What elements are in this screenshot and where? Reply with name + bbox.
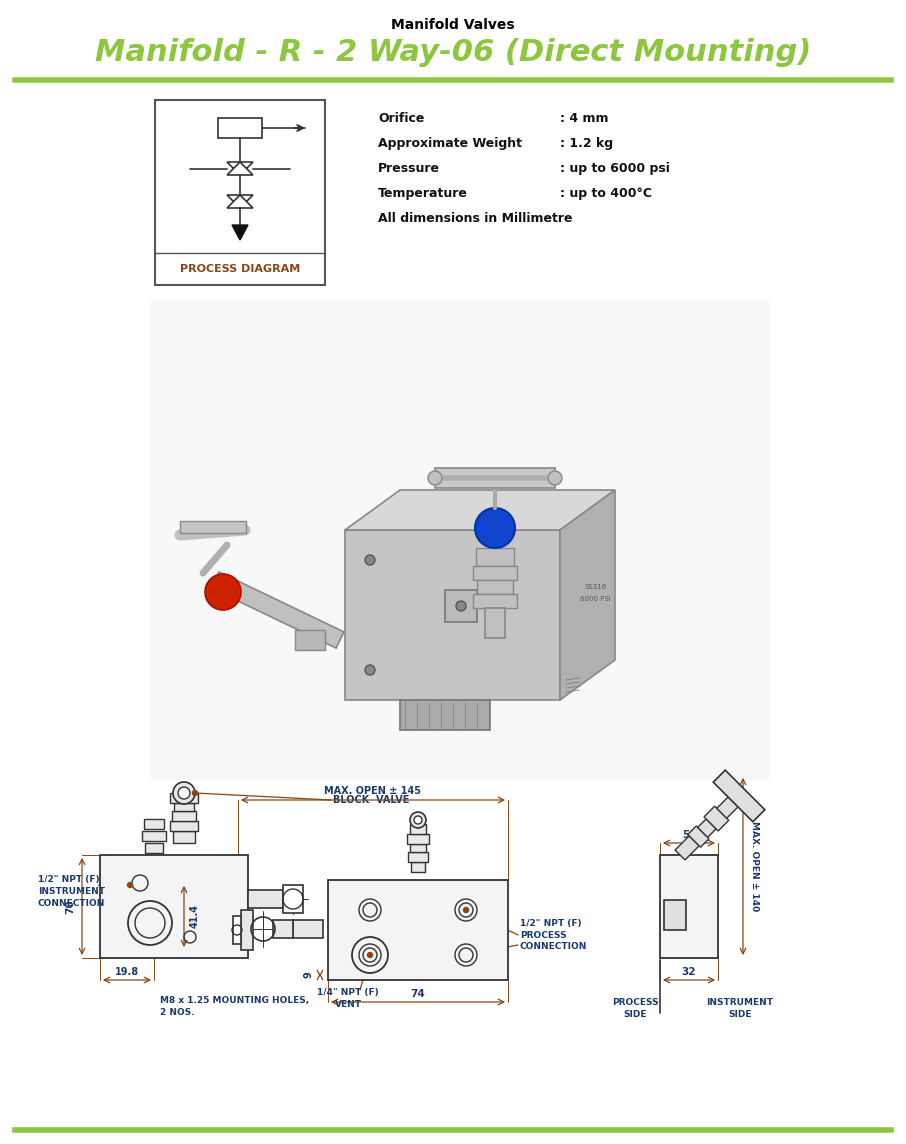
Bar: [142, 831, 166, 841]
Circle shape: [365, 555, 375, 565]
Text: BLOCK  VALVE: BLOCK VALVE: [333, 795, 410, 805]
Bar: [407, 834, 429, 844]
Text: Manifold Valves: Manifold Valves: [391, 18, 515, 32]
Text: M8 x 1.25 MOUNTING HOLES,
2 NOS.: M8 x 1.25 MOUNTING HOLES, 2 NOS.: [160, 996, 309, 1017]
Bar: [328, 880, 508, 980]
Polygon shape: [717, 794, 741, 818]
Circle shape: [414, 816, 422, 824]
Text: : 1.2 kg: : 1.2 kg: [560, 137, 613, 150]
Circle shape: [192, 791, 198, 795]
Polygon shape: [227, 162, 253, 175]
Bar: [155, 100, 325, 285]
Bar: [473, 566, 517, 580]
Bar: [476, 548, 514, 566]
Bar: [173, 831, 195, 843]
Bar: [233, 916, 241, 944]
Polygon shape: [227, 162, 253, 175]
Bar: [150, 300, 770, 780]
Text: 70: 70: [65, 899, 75, 914]
Bar: [410, 844, 426, 852]
Polygon shape: [227, 194, 253, 208]
Text: INSTRUMENT
SIDE: INSTRUMENT SIDE: [707, 998, 774, 1019]
Bar: [411, 861, 425, 872]
Bar: [170, 793, 198, 803]
Circle shape: [475, 508, 515, 548]
Circle shape: [173, 782, 195, 804]
Text: 1/2" NPT (F)
INSTRUMENT
CONNECTION: 1/2" NPT (F) INSTRUMENT CONNECTION: [38, 875, 105, 907]
Bar: [293, 920, 323, 938]
Bar: [241, 909, 253, 950]
Bar: [174, 803, 194, 811]
Text: MAX. OPEN ± 140: MAX. OPEN ± 140: [749, 821, 758, 912]
Polygon shape: [560, 490, 615, 700]
Text: : 4 mm: : 4 mm: [560, 112, 609, 125]
Bar: [408, 852, 428, 861]
Text: 19.8: 19.8: [115, 967, 139, 977]
Text: MAX. OPEN ± 145: MAX. OPEN ± 145: [324, 786, 421, 796]
Text: 9: 9: [303, 971, 313, 978]
Text: All dimensions in Millimetre: All dimensions in Millimetre: [378, 212, 573, 225]
Circle shape: [464, 907, 468, 913]
Text: Orifice: Orifice: [378, 112, 424, 125]
Text: 1/4" NPT (F)
VENT: 1/4" NPT (F) VENT: [317, 988, 379, 1009]
Bar: [145, 843, 163, 853]
Bar: [295, 630, 325, 650]
Text: SS316: SS316: [584, 583, 607, 590]
Polygon shape: [688, 826, 709, 848]
Bar: [410, 824, 426, 834]
Text: 1/2" NPT (F)
PROCESS
CONNECTION: 1/2" NPT (F) PROCESS CONNECTION: [520, 919, 587, 952]
Circle shape: [368, 953, 372, 958]
Text: PROCESS
SIDE: PROCESS SIDE: [612, 998, 659, 1019]
Text: PROCESS DIAGRAM: PROCESS DIAGRAM: [180, 264, 300, 275]
Text: 6000 PSI: 6000 PSI: [580, 596, 611, 602]
Bar: [283, 885, 303, 913]
Circle shape: [456, 601, 466, 611]
Bar: [664, 900, 686, 930]
Polygon shape: [713, 770, 765, 821]
Text: : up to 6000 psi: : up to 6000 psi: [560, 162, 670, 175]
Text: Manifold - R - 2 Way-06 (Direct Mounting): Manifold - R - 2 Way-06 (Direct Mounting…: [95, 38, 811, 67]
Polygon shape: [345, 530, 560, 700]
Polygon shape: [345, 490, 615, 530]
Circle shape: [548, 471, 562, 485]
Circle shape: [410, 812, 426, 828]
Polygon shape: [227, 194, 253, 208]
Circle shape: [128, 882, 132, 888]
Bar: [473, 594, 517, 607]
Bar: [218, 118, 262, 138]
Polygon shape: [704, 807, 728, 831]
Text: Pressure: Pressure: [378, 162, 440, 175]
Polygon shape: [698, 819, 716, 837]
Text: Temperature: Temperature: [378, 186, 467, 200]
Circle shape: [205, 574, 241, 610]
Bar: [445, 590, 477, 622]
Bar: [435, 468, 555, 488]
Text: 74: 74: [410, 990, 426, 999]
Circle shape: [365, 665, 375, 675]
Text: Approximate Weight: Approximate Weight: [378, 137, 522, 150]
Bar: [273, 920, 293, 938]
Polygon shape: [675, 836, 699, 860]
Text: : up to 400°C: : up to 400°C: [560, 186, 652, 200]
Circle shape: [178, 787, 190, 799]
Bar: [170, 821, 198, 831]
Bar: [100, 855, 248, 958]
Bar: [660, 855, 718, 958]
Polygon shape: [232, 225, 248, 240]
Bar: [477, 580, 513, 594]
Bar: [248, 890, 283, 908]
Bar: [172, 811, 196, 821]
Bar: [400, 700, 490, 730]
Bar: [144, 819, 164, 829]
Text: 58: 58: [681, 831, 696, 840]
Bar: [485, 607, 505, 638]
Circle shape: [428, 471, 442, 485]
Text: 32: 32: [681, 967, 696, 977]
Text: 41.4: 41.4: [190, 905, 200, 929]
Bar: [180, 521, 246, 533]
Polygon shape: [211, 572, 344, 649]
